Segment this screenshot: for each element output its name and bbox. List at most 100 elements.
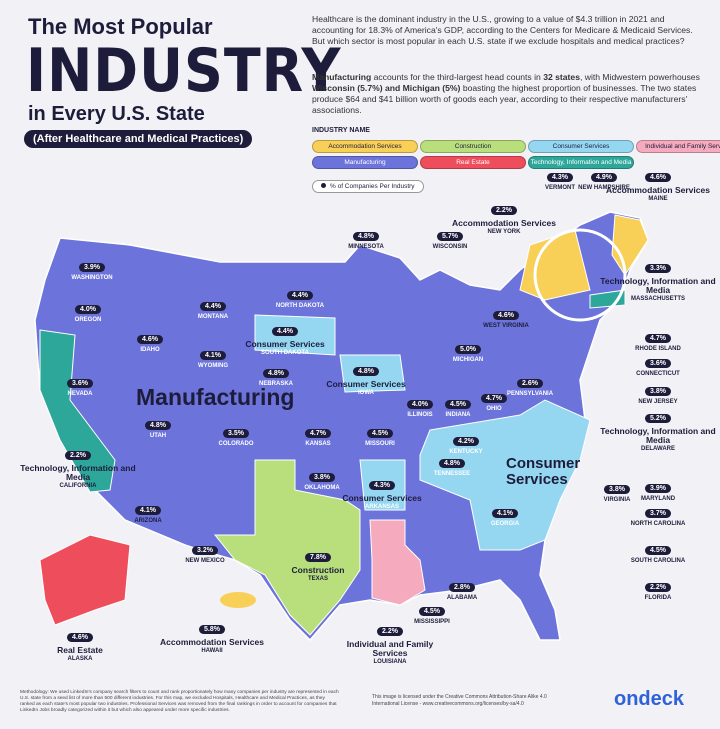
state-label: 5.7% WISCONSIN: [392, 225, 508, 250]
intro-text: boasting the highest proportion of busin…: [312, 83, 697, 115]
state-label: 4.8% TENNESSEE: [394, 452, 510, 477]
state-name: NEW YORK: [487, 229, 521, 235]
state-label: 4.6% WEST VIRGINIA: [448, 304, 564, 329]
percent-pill: 2.2%: [377, 627, 403, 636]
percent-pill: 4.5%: [445, 400, 471, 409]
state-name: ALASKA: [67, 656, 93, 662]
state-label: 3.9% MARYLAND: [600, 477, 716, 502]
intro-text: 32 states: [543, 72, 580, 82]
intro-paragraph: Manufacturing accounts for the third-lar…: [312, 72, 708, 116]
industry-label: Real Estate: [57, 645, 103, 655]
state-name: KENTUCKY: [449, 449, 483, 455]
industry-label: Accommodation Services: [452, 218, 556, 228]
percent-pill: 3.2%: [192, 546, 218, 555]
state-name: NORTH CAROLINA: [630, 521, 686, 527]
new-england-callout: [533, 228, 627, 322]
title-line: in Every U.S. State: [28, 103, 205, 125]
state-label: 3.3% Technology, Information and Media MAS…: [600, 257, 716, 302]
state-label: 4.9% NEW HAMPSHIRE: [546, 166, 662, 191]
state-name: MONTANA: [197, 314, 229, 320]
percent-pill: 4.6%: [645, 173, 671, 182]
percent-pill: 5.8%: [199, 625, 225, 634]
industry-label: Accommodation Services: [606, 185, 710, 195]
state-label: 4.0% OREGON: [30, 298, 146, 323]
industry-label: Accommodation Services: [160, 637, 264, 647]
intro-text: Wisconsin (5.7%) and Michigan (5%): [312, 83, 461, 93]
state-label: 3.8% OKLAHOMA: [264, 466, 380, 491]
percent-pill: 4.6%: [493, 311, 519, 320]
state-label: 3.2% NEW MEXICO: [147, 539, 263, 564]
industry-label: Technology, Information and Media: [600, 276, 716, 295]
state-name: WASHINGTON: [71, 275, 113, 281]
state-name: VERMONT: [545, 185, 575, 191]
state-name: NEBRASKA: [258, 381, 293, 387]
state-label: 4.6% IDAHO: [92, 328, 208, 353]
legend-item: Consumer Services: [528, 140, 634, 153]
industry-label: Individual and Family Services: [346, 639, 434, 658]
legend-item: Real Estate: [420, 156, 526, 169]
state-label: 4.4% Consumer Services SOUTH DAKOTA: [227, 320, 343, 356]
percent-pill: 4.8%: [263, 369, 289, 378]
intro-text: , with Midwestern powerhouses: [579, 72, 700, 82]
percent-pill: 7.8%: [305, 553, 331, 562]
legend-item: Accommodation Services: [312, 140, 418, 153]
percent-pill: 4.5%: [645, 546, 671, 555]
state-name: MISSISSIPPI: [414, 619, 450, 625]
percent-pill: 3.6%: [645, 359, 671, 368]
percent-pill: 4.8%: [145, 421, 171, 430]
percent-pill: 4.7%: [481, 394, 507, 403]
methodology: Methodology: We used LinkedIn's company …: [20, 690, 339, 713]
state-label: 4.3% VERMONT: [502, 166, 618, 191]
state-label: 2.2% Accommodation Services NEW YORK: [446, 199, 562, 235]
state-label: 4.1% ARIZONA: [90, 499, 206, 524]
industry-label: Consumer Services: [245, 339, 325, 349]
state-name: WEST VIRGINIA: [483, 323, 529, 329]
state-name: HAWAII: [201, 648, 223, 654]
state-name: IDAHO: [140, 347, 160, 353]
percent-pill: 5.2%: [645, 414, 671, 423]
state-name: TENNESSEE: [433, 471, 471, 477]
percent-pill: 4.2%: [453, 437, 479, 446]
intro-paragraph: Healthcare is the dominant industry in t…: [312, 14, 693, 46]
percent-pill: 2.2%: [65, 451, 91, 460]
percent-pill: 4.4%: [287, 291, 313, 300]
state-label: 4.5% INDIANA: [400, 393, 516, 418]
state-name: KANSAS: [305, 441, 331, 447]
percent-pill: 4.6%: [137, 335, 163, 344]
percent-pill: 3.9%: [645, 484, 671, 493]
state-name: MISSOURI: [365, 441, 395, 447]
big-industry-label: Manufacturing: [136, 384, 295, 410]
percent-pill: 4.7%: [305, 429, 331, 438]
brand-logo: ondeck: [614, 688, 685, 710]
state-label: 4.5% MISSISSIPPI: [374, 600, 490, 625]
legend-item: Individual and Family Services: [636, 140, 720, 153]
state-name: GEORGIA: [490, 521, 520, 527]
percent-pill: 4.0%: [407, 400, 433, 409]
legend-item: Technology, Information and Media: [528, 156, 634, 169]
percent-pill: 4.8%: [353, 367, 379, 376]
state-name: COLORADO: [218, 441, 254, 447]
state-label: 4.4% MONTANA: [155, 295, 271, 320]
percent-pill: 4.8%: [353, 232, 379, 241]
percent-pill: 2.8%: [449, 583, 475, 592]
legend-item: Construction: [420, 140, 526, 153]
state-label: 4.7% KANSAS: [260, 422, 376, 447]
state-label: 4.5% SOUTH CAROLINA: [600, 539, 716, 564]
state-name: ILLINOIS: [407, 412, 433, 418]
state-label: 4.5% MISSOURI: [322, 422, 438, 447]
state-name: WYOMING: [198, 363, 228, 369]
state-label: 2.2% Technology, Information and Media CAL…: [20, 444, 136, 489]
state-name: UTAH: [149, 433, 167, 439]
industry-label: Construction: [291, 565, 345, 575]
state-name: NEW HAMPSHIRE: [578, 185, 630, 191]
state-name: ALABAMA: [446, 595, 478, 601]
state-label: 3.6% CONNECTICUT: [600, 352, 716, 377]
subtitle: (After Healthcare and Medical Practices): [24, 130, 253, 148]
state-name: NEVADA: [67, 391, 93, 397]
industry-label: Technology, Information and Media: [600, 426, 716, 445]
state-label: 4.6% Real Estate ALASKA: [22, 626, 138, 662]
state-label: 3.7% NORTH CAROLINA: [600, 502, 716, 527]
region-construction: [213, 459, 361, 636]
industry-label: Consumer Services: [342, 493, 422, 503]
state-name: DELAWARE: [640, 446, 675, 452]
